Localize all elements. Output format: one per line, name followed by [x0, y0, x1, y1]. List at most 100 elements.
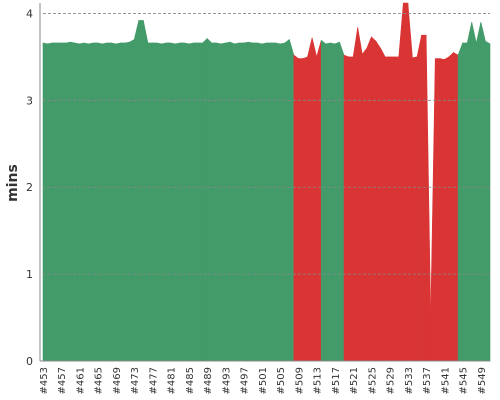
area-segment	[476, 22, 482, 362]
area-segment	[421, 34, 427, 362]
area-segment	[243, 41, 249, 362]
area-segment	[339, 42, 345, 362]
area-segment	[407, 2, 413, 362]
area-segment	[65, 41, 71, 362]
area-segment	[165, 42, 172, 362]
x-tick-label: #477	[148, 367, 159, 394]
area-segment	[412, 56, 418, 362]
area-segment	[56, 42, 62, 362]
area-segment	[485, 40, 491, 362]
area-segment	[220, 42, 226, 362]
area-segment	[375, 40, 381, 362]
area-segment	[403, 2, 409, 362]
area-segment	[202, 37, 208, 362]
area-segment	[138, 20, 144, 362]
area-segment	[293, 54, 299, 362]
area-segment	[302, 56, 308, 362]
area-segment	[83, 42, 89, 362]
area-segment	[348, 56, 354, 362]
area-segment	[188, 42, 194, 362]
area-segment	[325, 42, 331, 362]
area-segment	[266, 42, 272, 362]
x-tick-label: #513	[313, 367, 324, 394]
x-tick-label: #461	[75, 367, 86, 394]
area-segment	[275, 42, 281, 362]
x-tick-label: #473	[130, 367, 141, 394]
area-segment	[270, 42, 276, 362]
x-tick-label: #529	[386, 367, 397, 394]
area-segment	[211, 42, 217, 362]
area-segment	[170, 42, 176, 362]
area-segment	[111, 42, 117, 362]
area-segment	[320, 39, 327, 362]
x-tick-label: #549	[477, 367, 488, 394]
area-segment	[316, 40, 322, 362]
area-segment	[115, 42, 121, 362]
area-segment	[279, 42, 286, 362]
area-segment	[197, 42, 203, 362]
x-tick-label: #505	[276, 367, 287, 394]
area-segment	[70, 41, 76, 362]
area-segment	[47, 42, 53, 362]
area-segment	[97, 42, 103, 362]
area-segment	[384, 56, 390, 362]
area-segment	[79, 42, 85, 362]
x-tick-label: #533	[404, 367, 415, 394]
area-segment	[466, 22, 473, 362]
y-tick-label: 0	[26, 355, 33, 368]
x-tick-label: #481	[167, 367, 178, 394]
area-segment	[425, 35, 432, 362]
area-segment	[161, 42, 167, 362]
area-segment	[216, 42, 222, 362]
area-segment	[257, 42, 263, 362]
area-segment	[439, 58, 445, 362]
area-segment	[147, 42, 153, 362]
x-tick-label: #489	[203, 367, 214, 394]
area-segment	[298, 58, 304, 362]
area-segment	[416, 35, 422, 362]
area-segment	[330, 42, 336, 362]
area-segment	[480, 22, 486, 362]
area-segment	[361, 47, 368, 362]
y-tick-label: 2	[26, 181, 33, 194]
x-tick-label: #485	[185, 367, 196, 394]
x-tick-label: #517	[331, 367, 342, 394]
area-segment	[343, 54, 349, 362]
area-segment	[193, 42, 199, 362]
area-segment	[101, 42, 108, 362]
area-segment	[88, 42, 94, 362]
x-tick-label: #501	[258, 367, 269, 394]
area-segment	[225, 41, 231, 362]
area-segment	[334, 41, 340, 362]
area-segment	[74, 42, 80, 362]
area-segment	[156, 42, 162, 362]
area-segment	[124, 41, 130, 362]
y-tick-label: 1	[26, 268, 33, 281]
area-segment	[311, 37, 317, 362]
area-segment	[284, 38, 290, 362]
y-axis-label: mins	[5, 164, 21, 202]
area-segment	[434, 58, 441, 362]
area-segment	[398, 2, 404, 362]
x-tick-label: #493	[221, 367, 232, 394]
y-tick-label: 3	[26, 94, 33, 107]
area-segment	[133, 20, 140, 362]
area-segment	[252, 42, 258, 362]
x-tick-label: #537	[422, 367, 433, 394]
area-segment	[457, 42, 463, 362]
area-segment	[51, 42, 57, 362]
area-segment	[366, 36, 372, 362]
area-segment	[174, 42, 181, 362]
area-segment	[448, 51, 454, 362]
area-segment	[462, 42, 468, 362]
area-segment	[143, 20, 149, 362]
area-segment	[206, 37, 213, 362]
area-segment	[389, 56, 395, 362]
area-segment	[129, 38, 135, 362]
area-segment	[92, 42, 99, 362]
area-segment	[152, 42, 158, 362]
area-segment	[393, 56, 400, 362]
area-segment	[238, 42, 244, 362]
x-tick-label: #457	[57, 367, 68, 394]
